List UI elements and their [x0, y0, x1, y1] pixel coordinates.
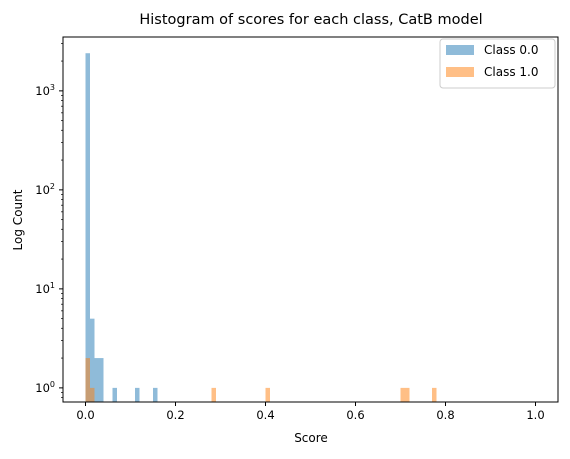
x-tick-label-3: 0.6: [346, 408, 364, 422]
bar-class-0-bin-2: [94, 358, 99, 402]
legend: Class 0.0 Class 1.0: [439, 38, 556, 89]
bar-class-0-bin-5: [135, 387, 140, 402]
x-tick-label-1: 0.2: [166, 408, 184, 422]
y-tick-label-2: 102: [35, 182, 55, 197]
legend-swatch-class-0: [446, 45, 474, 55]
x-tick-label-4: 0.8: [436, 408, 454, 422]
bar-class-1-bin-0: [85, 358, 90, 402]
x-axis: 0.0 0.2 0.4 0.6 0.8 1.0: [76, 402, 545, 422]
bar-class-0-bin-1: [90, 318, 95, 402]
y-tick-label-0: 100: [35, 380, 55, 395]
y-tick-label-3: 103: [35, 83, 55, 98]
x-axis-label: Score: [294, 431, 328, 445]
x-tick-label-2: 0.4: [256, 408, 274, 422]
legend-label-class-1: Class 1.0: [484, 65, 538, 79]
bar-class-1-bin-3: [265, 387, 270, 402]
bar-class-1-bin-1: [90, 387, 95, 402]
legend-label-class-0: Class 0.0: [484, 43, 538, 57]
bar-class-0-bin-0: [85, 53, 90, 402]
y-tick-label-1: 101: [35, 281, 55, 296]
y-axis-label: Log Count: [11, 189, 25, 250]
x-tick-label-5: 1.0: [526, 408, 544, 422]
legend-swatch-class-1: [446, 67, 474, 77]
bar-class-1-bin-5: [405, 387, 410, 402]
bar-class-0-bin-3: [99, 358, 104, 402]
x-tick-label-0: 0.0: [76, 408, 94, 422]
bar-class-1-bin-2: [211, 387, 216, 402]
bars-layer: [85, 53, 437, 402]
bar-class-1-bin-6: [432, 387, 437, 402]
bar-class-1-bin-4: [400, 387, 405, 402]
bar-class-0-bin-4: [112, 387, 117, 402]
bar-class-0-bin-6: [153, 387, 158, 402]
y-axis: 100 101 102 103: [35, 43, 63, 398]
chart-title: Histogram of scores for each class, CatB…: [139, 12, 482, 28]
plot-frame: [62, 36, 559, 403]
